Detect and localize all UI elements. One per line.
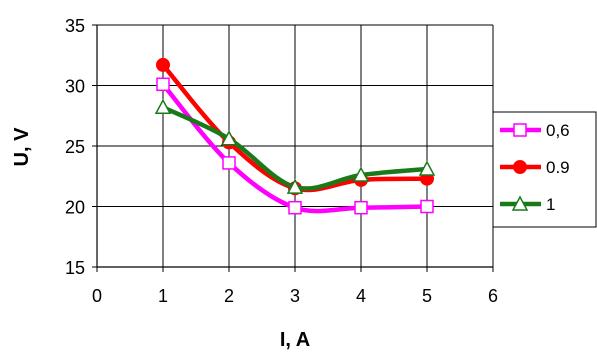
legend-swatch-marker	[511, 195, 529, 211]
data-point	[418, 160, 436, 176]
y-tick-label: 35	[65, 16, 85, 36]
y-tick-label: 20	[65, 198, 85, 218]
x-tick-label: 1	[158, 286, 168, 306]
legend: 0,6 0.9 1	[492, 111, 597, 228]
legend-swatch-marker	[513, 123, 527, 137]
data-point	[156, 77, 170, 92]
data-point	[220, 130, 238, 146]
x-tick-labels: 0 1 2 3 4 5 6	[92, 286, 498, 306]
data-point	[420, 199, 434, 214]
series-1	[156, 77, 434, 215]
data-point	[286, 178, 304, 194]
data-point	[352, 166, 370, 182]
y-tick-label: 15	[65, 258, 85, 278]
y-tick-labels: 15 20 25 30 35	[65, 16, 85, 278]
data-point	[288, 200, 302, 215]
data-point	[156, 57, 170, 72]
series-group	[154, 57, 436, 215]
series-3	[154, 98, 436, 194]
data-point	[222, 156, 236, 170]
legend-label: 0.9	[546, 158, 570, 177]
x-tick-label: 4	[356, 286, 366, 306]
x-axis-title: I, A	[280, 329, 310, 351]
axes	[92, 24, 494, 272]
y-axis-title: U, V	[11, 127, 33, 167]
y-tick-label: 30	[65, 77, 85, 97]
legend-label: 1	[546, 195, 555, 214]
x-tick-label: 2	[224, 286, 234, 306]
x-tick-label: 3	[290, 286, 300, 306]
legend-label: 0,6	[546, 121, 570, 140]
x-tick-label: 6	[488, 286, 498, 306]
legend-swatch-marker	[513, 160, 527, 174]
data-point	[354, 200, 368, 215]
data-point	[154, 98, 172, 115]
y-tick-label: 25	[65, 137, 85, 157]
x-tick-label: 5	[422, 286, 432, 306]
x-tick-label: 0	[92, 286, 102, 306]
